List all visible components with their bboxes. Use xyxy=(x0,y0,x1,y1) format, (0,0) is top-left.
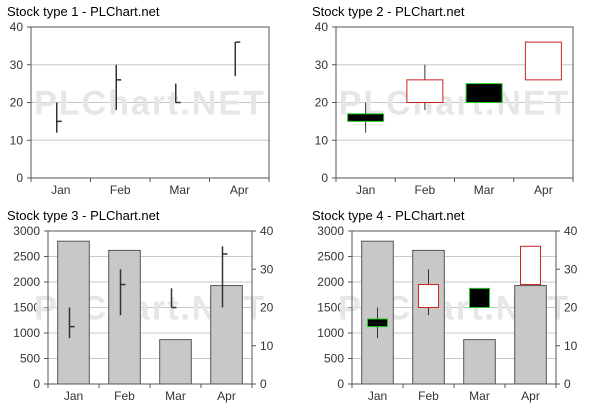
x-tick-label: Jan xyxy=(64,389,83,403)
x-tick-label: Apr xyxy=(230,183,249,197)
chart-title: Stock type 2 - PLChart.net xyxy=(312,4,465,19)
y2-tick-label: 40 xyxy=(260,224,274,238)
x-tick-label: Feb xyxy=(415,183,436,197)
bar xyxy=(514,285,547,385)
x-tick-label: Feb xyxy=(110,183,131,197)
x-tick-label: Jan xyxy=(368,389,387,403)
y-tick-label: 0 xyxy=(16,171,23,185)
y-tick-label: 1500 xyxy=(317,301,344,315)
x-tick-label: Jan xyxy=(51,183,70,197)
chart-panel-4: Stock type 4 - PLChart.net 0 500 1000 1500 20… xyxy=(312,208,578,403)
y-tick-label: 10 xyxy=(315,133,329,147)
y-tick-label: 3000 xyxy=(13,224,40,238)
y-tick-label: 0 xyxy=(321,171,328,185)
y-tick-label: 3000 xyxy=(317,224,344,238)
chart-panel-2: Stock type 2 - PLChart.net 0 10 20 30 40 Jan Fe… xyxy=(312,4,574,197)
y-tick-label: 1000 xyxy=(13,326,40,340)
y-tick-label: 2000 xyxy=(13,275,40,289)
y-tick-label: 2500 xyxy=(13,250,40,264)
y2-tick-label: 40 xyxy=(564,224,578,238)
y2-tick-label: 20 xyxy=(260,301,274,315)
y2-tick-label: 10 xyxy=(260,339,274,353)
x-tick-label: Feb xyxy=(114,389,135,403)
x-tick-label: Mar xyxy=(474,183,495,197)
y-tick-label: 30 xyxy=(10,58,24,72)
plot-frame xyxy=(335,26,574,179)
bar xyxy=(108,249,141,385)
candle-down xyxy=(347,113,385,122)
y-tick-label: 20 xyxy=(315,96,329,110)
y-tick-label: 1500 xyxy=(13,301,40,315)
y-tick-label: 30 xyxy=(315,58,329,72)
chart-title: Stock type 1 - PLChart.net xyxy=(7,4,160,19)
y2-tick-label: 20 xyxy=(564,301,578,315)
plot-frame xyxy=(30,26,270,179)
candle-down xyxy=(465,83,503,103)
y2-tick-label: 10 xyxy=(564,339,578,353)
y2-tick-label: 30 xyxy=(564,262,578,276)
y2-tick-label: 0 xyxy=(260,377,267,391)
plot-frame xyxy=(351,230,557,385)
bar xyxy=(57,240,90,385)
x-tick-label: Apr xyxy=(217,389,236,403)
x-tick-label: Mar xyxy=(469,389,490,403)
chart-title: Stock type 4 - PLChart.net xyxy=(312,208,465,223)
watermark: PLChart.NET xyxy=(34,85,266,123)
bar xyxy=(463,339,496,385)
plot-frame xyxy=(47,230,253,385)
y-tick-label: 20 xyxy=(10,96,24,110)
candle-down xyxy=(367,318,388,328)
y-tick-label: 10 xyxy=(10,133,24,147)
y-tick-label: 40 xyxy=(315,20,329,34)
bar xyxy=(210,285,243,385)
candle-up xyxy=(520,245,541,286)
y-tick-label: 500 xyxy=(324,352,344,366)
x-tick-label: Apr xyxy=(521,389,540,403)
y2-tick-label: 0 xyxy=(564,377,571,391)
candle-down xyxy=(469,287,490,308)
y2-tick-label: 30 xyxy=(260,262,274,276)
y-tick-label: 2500 xyxy=(317,250,344,264)
y-tick-label: 1000 xyxy=(317,326,344,340)
x-tick-label: Apr xyxy=(534,183,553,197)
y-tick-label: 0 xyxy=(337,377,344,391)
chart-panel-1: Stock type 1 - PLChart.net 0 10 20 30 40 Jan Fe… xyxy=(7,4,270,197)
y-tick-label: 500 xyxy=(20,352,40,366)
y-tick-label: 2000 xyxy=(317,275,344,289)
x-tick-label: Feb xyxy=(418,389,439,403)
candle-up xyxy=(406,79,444,103)
x-tick-label: Jan xyxy=(356,183,375,197)
x-tick-label: Mar xyxy=(169,183,190,197)
chart-panel-3: Stock type 3 - PLChart.net 0 500 1000 1500 20… xyxy=(7,208,274,403)
bar xyxy=(159,339,192,385)
y-tick-label: 40 xyxy=(10,20,24,34)
y-tick-label: 0 xyxy=(33,377,40,391)
chart-title: Stock type 3 - PLChart.net xyxy=(7,208,160,223)
candle-up xyxy=(524,41,562,81)
candle-up xyxy=(418,284,439,308)
x-tick-label: Mar xyxy=(165,389,186,403)
